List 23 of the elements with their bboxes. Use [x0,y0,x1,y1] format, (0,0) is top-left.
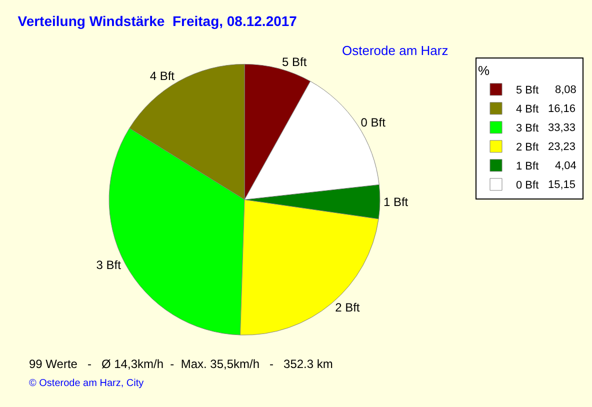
chart-subtitle: Osterode am Harz [342,43,448,58]
slice-label: 4 Bft [150,68,176,83]
data-label: 16,16 [548,103,576,115]
legend-label: 1 Bft [516,160,539,173]
chart-title: Verteilung Windstärke Freitag, 08.12.2017 [18,13,298,30]
slice-label: 0 Bft [360,115,386,130]
data-label: 8,08 [555,84,576,96]
data-label: 4,04 [555,160,576,172]
legend-label: 3 Bft [516,122,539,135]
slice-label: 2 Bft [335,300,360,314]
legend-label: 5 Bft [516,84,539,97]
slice-label: 1 Bft [383,194,409,209]
legend-label: 0 Bft [516,180,539,192]
legend-label: 2 Bft [516,142,539,154]
text: © Osterode am Harz, City [29,378,144,389]
data-label: 33,33 [548,122,576,134]
slice-label: 3 Bft [96,258,122,272]
legend-label: 4 Bft [516,104,539,116]
slice-label: 5 Bft [282,54,308,69]
data-label: 15,15 [548,179,576,191]
data-label: 23,23 [548,141,576,153]
legend-title: % [478,62,490,78]
text: 99 Werte - Ø 14,3km/h - Max. 35,5km/h - 352.3 km [29,357,333,371]
